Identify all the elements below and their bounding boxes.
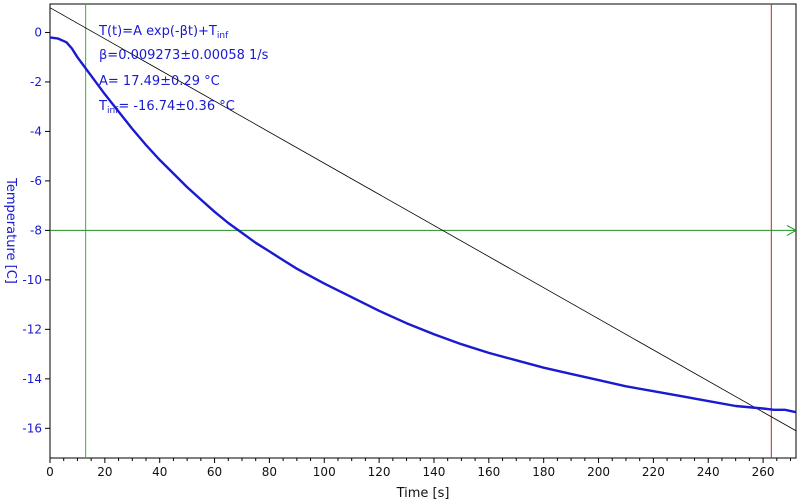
x-axis-ticks: 0 20 40 60 80 100 120 140 160 180 200 220 240 260 xyxy=(46,458,792,479)
x-tick-label: 60 xyxy=(207,465,222,479)
y-tick-label: -14 xyxy=(22,372,42,386)
tinf-text: Tinf= -16.74±0.36 °C xyxy=(98,99,235,116)
temperature-series-line xyxy=(49,36,797,414)
y-tick-label: -12 xyxy=(22,322,42,336)
series-group xyxy=(49,36,797,414)
y-axis-ticks: 0 -2 -4 -6 -8 -10 -12 -14 -16 xyxy=(22,25,50,435)
x-tick-label: 20 xyxy=(97,465,112,479)
x-tick-label: 120 xyxy=(368,465,391,479)
y-tick-label: -8 xyxy=(30,223,42,237)
y-tick-label: -10 xyxy=(22,273,42,287)
x-axis-label: Time [s] xyxy=(396,486,450,501)
y-axis-label: Temperature [C] xyxy=(3,177,18,284)
y-tick-label: -4 xyxy=(30,124,42,138)
y-tick-label: -16 xyxy=(22,421,42,435)
x-tick-label: 240 xyxy=(697,465,720,479)
x-tick-label: 0 xyxy=(46,465,54,479)
beta-text: β=0.009273±0.00058 1/s xyxy=(99,48,269,63)
fit-annotation: T(t)=A exp(-βt)+Tinf β=0.009273±0.00058 … xyxy=(98,24,269,116)
x-tick-label: 180 xyxy=(532,465,555,479)
formula-text: T(t)=A exp(-βt)+Tinf xyxy=(98,24,229,41)
x-tick-label: 160 xyxy=(477,465,500,479)
x-tick-label: 220 xyxy=(642,465,665,479)
threshold-arrow-icon xyxy=(786,224,798,236)
x-tick-label: 40 xyxy=(152,465,167,479)
x-tick-label: 80 xyxy=(262,465,277,479)
y-tick-label: -2 xyxy=(30,75,42,89)
fit-line xyxy=(49,7,797,432)
y-tick-label: 0 xyxy=(34,25,42,39)
markers xyxy=(49,4,798,458)
x-tick-label: 140 xyxy=(423,465,446,479)
plot-frame xyxy=(49,3,797,459)
x-tick-label: 260 xyxy=(752,465,775,479)
amplitude-text: A= 17.49±0.29 °C xyxy=(99,74,220,89)
x-tick-label: 200 xyxy=(587,465,610,479)
x-tick-label: 100 xyxy=(313,465,336,479)
y-tick-label: -6 xyxy=(30,174,42,188)
